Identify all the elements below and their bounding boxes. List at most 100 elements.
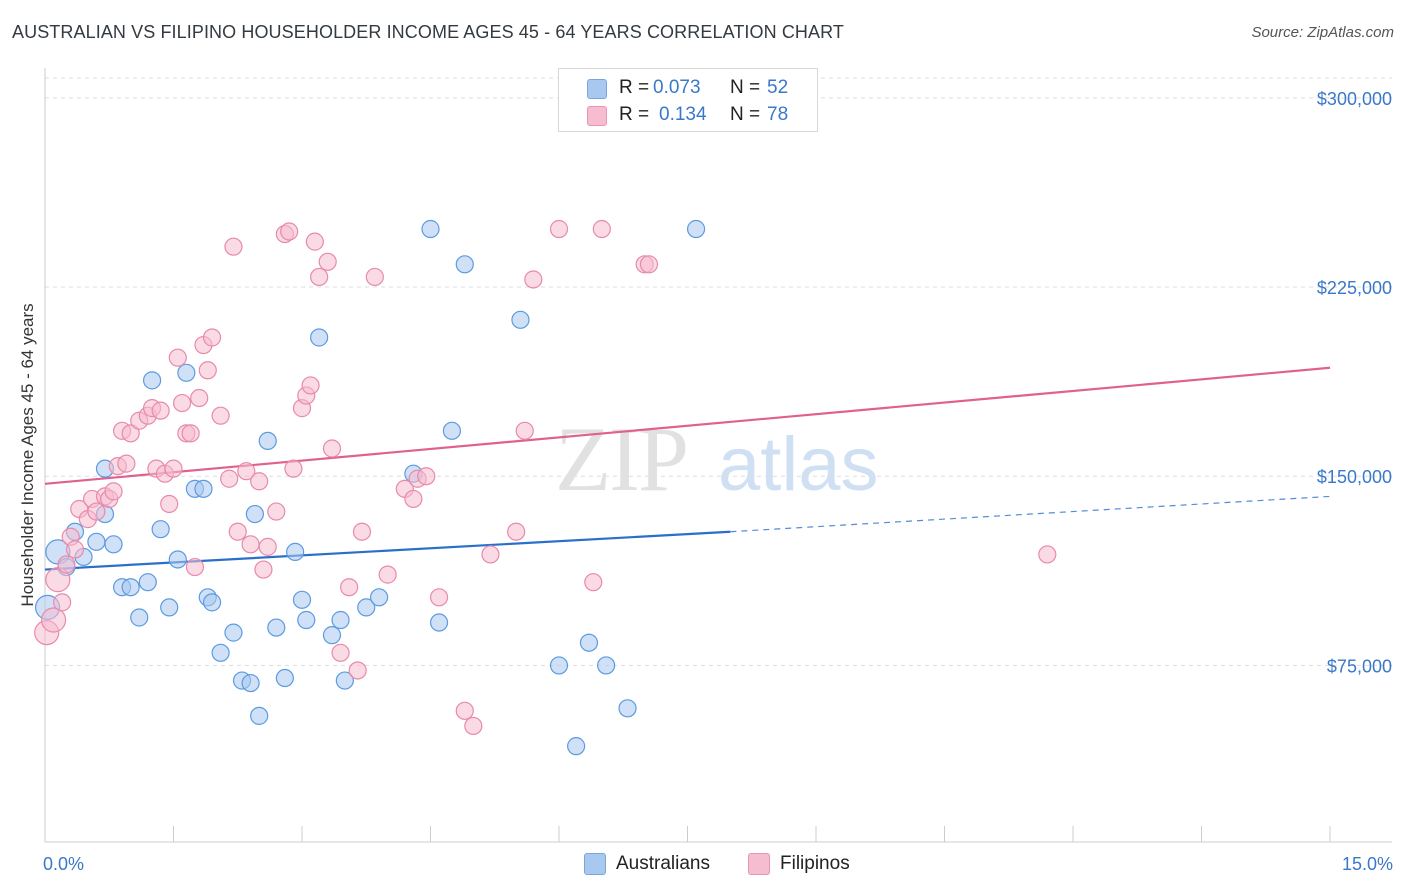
data-point-filipinos xyxy=(331,643,350,662)
data-point-australians xyxy=(322,626,342,645)
n-value: 52 xyxy=(767,77,789,98)
data-point-australians xyxy=(567,737,586,756)
data-point-filipinos xyxy=(515,421,534,440)
data-point-filipinos xyxy=(352,522,372,541)
y-tick-label: $300,000 xyxy=(1317,89,1392,109)
data-point-australians xyxy=(267,618,286,637)
data-point-filipinos xyxy=(104,482,123,501)
data-point-australians xyxy=(224,623,243,642)
watermark: ZIP atlas xyxy=(555,408,879,510)
data-point-australians xyxy=(168,550,187,569)
data-point-australians xyxy=(286,542,305,562)
data-point-australians xyxy=(258,431,277,451)
data-points xyxy=(34,219,1057,756)
data-point-filipinos xyxy=(464,716,483,736)
data-point-filipinos xyxy=(198,361,217,380)
data-point-filipinos xyxy=(181,424,200,443)
data-point-filipinos xyxy=(549,219,569,239)
data-point-australians xyxy=(194,479,213,498)
r-label: R = xyxy=(619,104,650,125)
data-point-filipinos xyxy=(592,219,611,239)
legend-label: Filipinos xyxy=(780,853,850,874)
legend-label: Australians xyxy=(616,853,710,874)
data-point-filipinos xyxy=(455,701,474,720)
data-point-australians xyxy=(130,608,149,627)
data-point-australians xyxy=(686,219,706,239)
data-point-filipinos xyxy=(160,494,179,514)
data-point-australians xyxy=(455,255,474,274)
chart-title: AUSTRALIAN VS FILIPINO HOUSEHOLDER INCOM… xyxy=(12,22,845,42)
data-point-australians xyxy=(429,613,449,632)
chart-source: Source: ZipAtlas.com xyxy=(1251,24,1394,41)
data-point-filipinos xyxy=(310,267,329,287)
data-point-australians xyxy=(442,421,462,440)
data-point-filipinos xyxy=(57,555,76,574)
data-point-australians xyxy=(549,656,569,675)
data-point-filipinos xyxy=(258,537,277,556)
tick-labels: $75,000 $150,000 $225,000 $300,000 0.0% 15.0% xyxy=(43,89,1393,874)
data-point-australians xyxy=(370,588,389,607)
data-point-filipinos xyxy=(365,267,384,287)
data-point-filipinos xyxy=(524,270,543,289)
data-point-filipinos xyxy=(190,388,209,408)
data-point-filipinos xyxy=(87,502,106,521)
r-value: 0.073 xyxy=(653,77,701,98)
data-point-filipinos xyxy=(280,222,299,241)
data-point-australians xyxy=(160,598,179,617)
watermark-zip: ZIP xyxy=(555,408,687,510)
data-point-australians xyxy=(241,673,260,693)
data-point-filipinos xyxy=(220,469,239,488)
data-point-filipinos xyxy=(318,252,337,271)
data-point-filipinos xyxy=(378,565,397,584)
axes xyxy=(44,68,1392,843)
data-point-filipinos xyxy=(301,376,320,395)
data-point-filipinos xyxy=(507,522,526,541)
data-point-filipinos xyxy=(284,459,303,478)
trend-line-filipinos xyxy=(44,366,1331,485)
data-point-australians xyxy=(335,671,354,690)
trend-extension-australians xyxy=(730,495,1331,533)
data-point-filipinos xyxy=(639,255,659,274)
data-point-filipinos xyxy=(228,522,247,541)
gridlines xyxy=(45,77,1392,666)
data-point-filipinos xyxy=(237,462,256,481)
stats-legend-box: R = 0.073 N = 52 R = 0.134 N = 78 xyxy=(558,68,818,132)
data-point-filipinos xyxy=(185,557,205,577)
watermark-atlas: atlas xyxy=(718,422,879,507)
data-point-australians xyxy=(597,656,616,675)
data-point-filipinos xyxy=(481,545,500,564)
r-label: R = xyxy=(619,77,650,98)
data-point-australians xyxy=(138,573,157,592)
data-point-australians xyxy=(211,643,230,662)
data-point-filipinos xyxy=(151,401,170,420)
data-point-australians xyxy=(177,363,196,382)
n-value: 78 xyxy=(767,104,789,125)
r-value: 0.134 xyxy=(659,104,707,125)
data-point-australians xyxy=(202,593,222,612)
data-point-filipinos xyxy=(429,588,449,607)
data-point-filipinos xyxy=(417,467,436,486)
data-point-australians xyxy=(104,535,123,554)
data-point-filipinos xyxy=(241,535,260,554)
x-tick-label: 15.0% xyxy=(1342,854,1393,874)
data-point-australians xyxy=(618,699,637,718)
data-point-filipinos xyxy=(322,439,342,458)
chart-legend: Australians Filipinos xyxy=(0,852,1406,878)
data-point-filipinos xyxy=(224,237,243,256)
legend-swatch xyxy=(748,853,770,875)
data-point-australians xyxy=(297,610,316,630)
data-point-filipinos xyxy=(53,593,72,612)
data-point-filipinos xyxy=(404,489,423,509)
australians-swatch xyxy=(587,79,607,99)
data-point-filipinos xyxy=(250,472,269,491)
data-point-australians xyxy=(579,633,599,652)
n-label: N = xyxy=(730,77,761,98)
data-point-filipinos xyxy=(1038,545,1057,564)
data-point-australians xyxy=(250,706,269,725)
data-point-australians xyxy=(292,590,312,609)
data-point-filipinos xyxy=(211,406,230,425)
legend-swatch xyxy=(584,853,606,875)
y-tick-label: $225,000 xyxy=(1317,278,1392,298)
data-point-filipinos xyxy=(202,328,222,347)
